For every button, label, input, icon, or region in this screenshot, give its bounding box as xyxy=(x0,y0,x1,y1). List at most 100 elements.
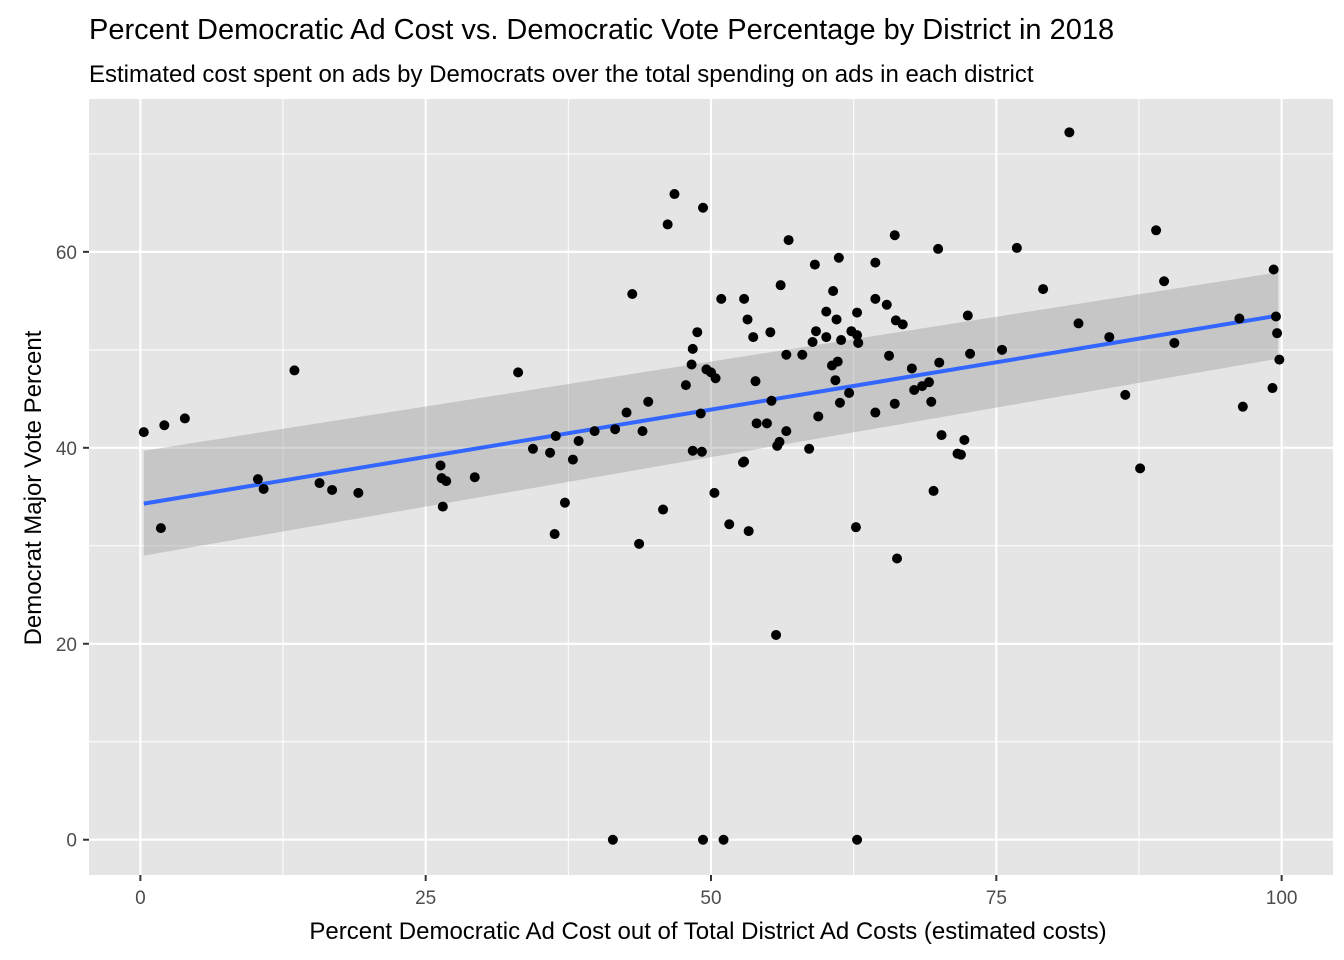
data-point xyxy=(680,380,691,391)
data-point xyxy=(1234,313,1245,324)
chart-subtitle: Estimated cost spent on ads by Democrats… xyxy=(89,61,1034,88)
data-point xyxy=(695,408,706,419)
data-point xyxy=(559,497,570,508)
data-point xyxy=(936,430,947,441)
data-points xyxy=(138,127,1285,845)
data-point xyxy=(923,377,934,388)
data-point xyxy=(437,501,448,512)
data-point xyxy=(962,310,973,321)
data-point xyxy=(852,834,863,845)
data-point xyxy=(928,485,939,496)
data-point xyxy=(696,446,707,457)
y-axis-ticks: 0 20 40 60 xyxy=(56,243,89,852)
x-tick-label: 25 xyxy=(415,888,436,909)
x-axis-title: Percent Democratic Ad Cost out of Total … xyxy=(309,918,1106,945)
data-point xyxy=(881,299,892,310)
data-point xyxy=(804,443,815,454)
data-point xyxy=(527,443,538,454)
data-point xyxy=(1237,401,1248,412)
data-point xyxy=(469,472,480,483)
data-point xyxy=(252,474,263,485)
data-point xyxy=(1073,318,1084,329)
data-point xyxy=(662,219,673,230)
data-point xyxy=(807,336,818,347)
data-point xyxy=(1159,276,1170,287)
data-point xyxy=(742,314,753,325)
data-point xyxy=(550,431,561,442)
data-point xyxy=(771,629,782,640)
data-point xyxy=(853,337,864,348)
data-point xyxy=(897,319,908,330)
x-axis-ticks: 0 25 50 75 100 xyxy=(135,875,1297,909)
data-point xyxy=(589,426,600,437)
data-point xyxy=(716,293,727,304)
data-point xyxy=(889,230,900,241)
data-point xyxy=(435,460,446,471)
data-point xyxy=(353,487,364,498)
data-point xyxy=(610,424,621,435)
data-point xyxy=(289,365,300,376)
data-point xyxy=(959,434,970,445)
data-point xyxy=(830,375,841,386)
data-point xyxy=(686,359,697,370)
data-point xyxy=(909,385,920,395)
data-point xyxy=(761,418,772,429)
confidence-band xyxy=(143,272,1279,556)
data-point xyxy=(751,418,762,429)
data-point xyxy=(889,398,900,409)
data-point xyxy=(1151,225,1162,236)
data-point xyxy=(884,350,895,361)
data-point xyxy=(549,529,560,540)
data-point xyxy=(314,478,325,489)
regression-line xyxy=(143,313,1279,506)
data-point xyxy=(687,343,698,354)
data-point xyxy=(934,357,945,368)
data-point xyxy=(441,476,452,487)
data-point xyxy=(1038,284,1049,295)
data-point xyxy=(1274,354,1285,365)
data-point xyxy=(832,356,843,367)
x-tick-label: 0 xyxy=(135,888,146,909)
data-point xyxy=(852,330,863,341)
data-point xyxy=(836,335,847,346)
data-point xyxy=(1270,311,1281,322)
data-point xyxy=(1135,463,1146,474)
data-point xyxy=(997,344,1008,355)
data-point xyxy=(327,484,338,495)
data-point xyxy=(658,504,669,515)
data-point xyxy=(573,435,584,446)
data-point xyxy=(926,396,937,407)
data-point xyxy=(828,286,839,297)
data-point xyxy=(1104,332,1115,343)
data-point xyxy=(545,447,556,458)
data-point xyxy=(833,252,844,263)
data-point xyxy=(850,522,861,533)
data-point xyxy=(692,327,703,338)
data-point xyxy=(179,413,190,424)
data-point xyxy=(809,259,820,270)
data-point xyxy=(634,538,645,549)
data-point xyxy=(1169,337,1180,348)
data-point xyxy=(765,327,776,338)
data-point xyxy=(698,202,709,213)
data-point xyxy=(870,293,881,304)
y-tick-label: 60 xyxy=(56,243,77,264)
data-point xyxy=(669,189,680,200)
data-point xyxy=(821,332,832,343)
data-point xyxy=(627,288,638,299)
data-point xyxy=(1272,328,1283,339)
data-point xyxy=(138,427,149,438)
data-point xyxy=(724,519,735,530)
data-point xyxy=(159,420,170,431)
data-point xyxy=(781,426,792,437)
major-gridlines xyxy=(89,99,1333,875)
data-point xyxy=(750,376,761,387)
data-point xyxy=(743,526,754,537)
data-point xyxy=(739,293,750,304)
x-tick-label: 50 xyxy=(700,888,721,909)
x-tick-label: 100 xyxy=(1266,888,1298,909)
data-point xyxy=(513,367,524,378)
data-point xyxy=(844,387,855,398)
y-tick-label: 20 xyxy=(56,635,77,656)
